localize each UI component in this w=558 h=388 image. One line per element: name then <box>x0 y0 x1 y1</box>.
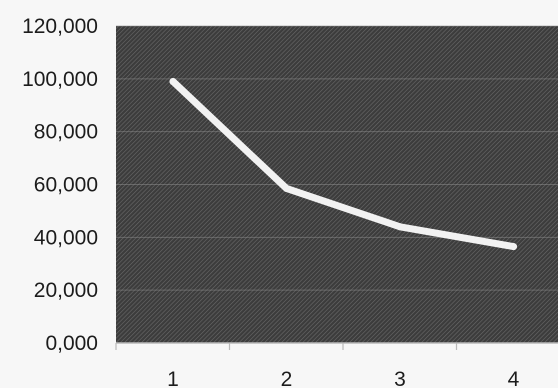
x-tick-labels: 1 2 3 4 <box>167 368 520 388</box>
data-point-3 <box>510 243 517 251</box>
data-point-1 <box>283 184 290 192</box>
y-tick-label: 80,000 <box>34 121 98 144</box>
x-tick-label: 1 <box>167 368 179 388</box>
series-layer <box>169 77 517 251</box>
y-tick-label: 0,000 <box>45 332 98 355</box>
y-tick-label: 60,000 <box>34 174 98 197</box>
x-tick-label: 2 <box>281 368 293 388</box>
y-tick-label: 20,000 <box>34 279 98 302</box>
axes <box>115 342 558 350</box>
y-tick-label: 120,000 <box>22 15 98 38</box>
gridlines <box>116 25 558 291</box>
y-tick-label: 100,000 <box>22 68 98 91</box>
data-point-0 <box>169 77 177 85</box>
data-point-2 <box>396 223 404 231</box>
y-tick-labels: 0,000 20,000 40,000 60,000 80,000 100,000 120,… <box>22 15 98 355</box>
series-line-0 <box>169 77 517 251</box>
y-tick-label: 40,000 <box>34 226 98 249</box>
x-tick-label: 3 <box>394 368 406 388</box>
x-tick-label: 4 <box>508 368 520 388</box>
